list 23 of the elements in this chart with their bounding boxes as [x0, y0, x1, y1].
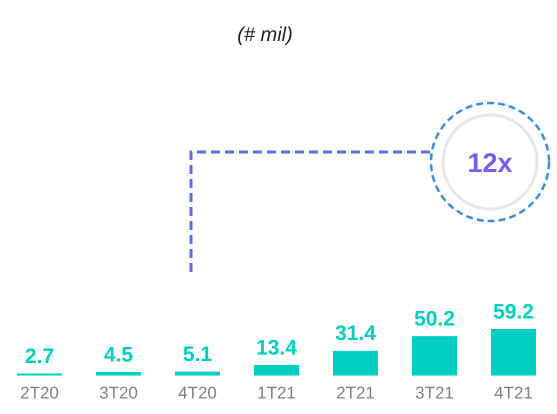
data-label: 59.2 — [493, 300, 534, 324]
data-label: 50.2 — [414, 307, 455, 330]
data-label: 5.1 — [182, 342, 212, 366]
bar — [332, 350, 378, 376]
chart-title: (# mil) — [236, 24, 294, 47]
x-tick-label: 4T20 — [178, 383, 217, 402]
x-tick-label: 2T20 — [20, 383, 59, 402]
bar — [254, 365, 300, 376]
x-tick-label: 2T21 — [336, 383, 375, 402]
bar — [174, 372, 220, 376]
x-tick-label: 3T21 — [415, 383, 454, 402]
text: 12x — [466, 148, 514, 179]
data-label: 31.4 — [335, 322, 376, 346]
bar — [16, 373, 62, 376]
x-tick-label: 3T20 — [99, 383, 138, 402]
data-label: 13.4 — [256, 336, 298, 360]
x-tick-label: 1T21 — [257, 383, 296, 402]
data-label: 2.7 — [24, 344, 54, 368]
bar — [96, 372, 142, 376]
bar — [490, 329, 536, 376]
data-label: 4.5 — [104, 343, 134, 366]
x-tick-label: 4T21 — [494, 383, 533, 402]
bar — [412, 336, 458, 376]
